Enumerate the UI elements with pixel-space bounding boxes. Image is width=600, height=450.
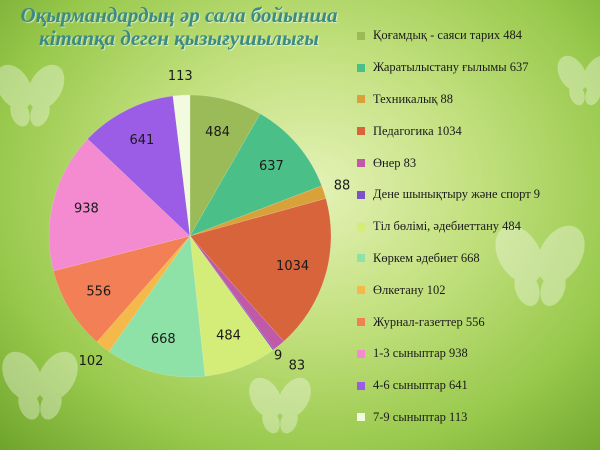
pie-slice: [189, 235, 274, 377]
legend-item: 7-9 сыныптар 113: [357, 402, 540, 434]
pie-slice: [189, 113, 323, 237]
legend-swatch: [357, 318, 365, 327]
legend-swatch: [357, 63, 365, 72]
pie-slice: [189, 235, 285, 350]
legend-label: Жаратылыстану ғылымы 637: [373, 60, 529, 75]
legend-label: Өнер 83: [373, 155, 417, 170]
legend-item: Өлкетану 102: [357, 274, 540, 306]
pie-slice: [53, 235, 191, 343]
legend-swatch: [357, 381, 365, 390]
slice-value-label: 88: [334, 179, 351, 194]
butterfly-icon: [495, 225, 585, 306]
pie-slice: [189, 198, 332, 342]
legend-item: 1-3 сыныптар 938: [357, 338, 540, 370]
butterfly-icon: [0, 64, 65, 127]
pie-slice: [108, 235, 206, 378]
slice-value-label: 668: [151, 332, 176, 347]
legend-label: Көркем әдебиет 668: [373, 250, 480, 265]
butterfly-icon: [557, 55, 600, 106]
slice-value-label: 1034: [276, 259, 309, 274]
legend-label: Дене шынықтыру және спорт 9: [373, 187, 541, 202]
legend-label: Журнал-газеттер 556: [373, 314, 485, 329]
chart-title: Оқырмандардың әр сала бойынша кітапқа де…: [20, 3, 338, 50]
butterfly-icon: [249, 377, 311, 434]
slice-value-label: 556: [86, 284, 111, 299]
legend-swatch: [357, 349, 365, 358]
legend-swatch: [357, 254, 365, 263]
legend-label: 1-3 сыныптар 938: [373, 346, 468, 361]
legend-label: Өлкетану 102: [373, 282, 446, 297]
pie-slice: [87, 95, 191, 237]
slice-value-label: 484: [216, 328, 241, 343]
legend-item: Көркем әдебиет 668: [357, 243, 540, 275]
legend-label: Тіл бөлімі, әдебиеттану 484: [373, 219, 521, 234]
legend-label: Техникалық 88: [373, 91, 454, 106]
legend-swatch: [357, 95, 365, 104]
slice-value-label: 102: [79, 354, 104, 369]
legend-item: Журнал-газеттер 556: [357, 306, 540, 338]
slice-value-label: 113: [168, 69, 193, 84]
pie-slice: [172, 94, 191, 237]
legend-label: 7-9 сыныптар 113: [373, 409, 468, 424]
legend-label: 4-6 сыныптар 641: [373, 378, 468, 393]
legend-item: 4-6 сыныптар 641: [357, 370, 540, 402]
slice-value-label: 9: [274, 349, 282, 364]
legend-item: Өнер 83: [357, 147, 540, 179]
slice-value-label: 484: [205, 125, 230, 140]
legend-label: Педагогика 1034: [373, 123, 462, 138]
pie-slice: [189, 235, 275, 351]
legend-swatch: [357, 413, 365, 422]
legend-label: Қоғамдық - саяси тарих 484: [373, 28, 523, 43]
slice-value-label: 641: [129, 133, 154, 148]
legend-swatch: [357, 286, 365, 295]
legend-item: Жаратылыстану ғылымы 637: [357, 52, 540, 84]
legend-swatch: [357, 222, 365, 231]
chart-legend: Қоғамдық - саяси тарих 484 Жаратылыстану …: [357, 20, 540, 433]
pie-slice: [189, 185, 327, 237]
legend-item: Қоғамдық - саяси тарих 484: [357, 20, 540, 52]
slice-value-label: 637: [259, 159, 284, 174]
legend-item: Тіл бөлімі, әдебиеттану 484: [357, 211, 540, 243]
legend-swatch: [357, 159, 365, 168]
legend-swatch: [357, 190, 365, 199]
legend-swatch: [357, 127, 365, 136]
legend-item: Педагогика 1034: [357, 115, 540, 147]
pie-slice: [189, 94, 261, 237]
butterfly-icon: [2, 351, 78, 420]
slice-value-label: 938: [74, 202, 99, 217]
legend-item: Техникалық 88: [357, 84, 540, 116]
legend-swatch: [357, 31, 365, 40]
pie-slice: [96, 235, 191, 352]
legend-item: Дене шынықтыру және спорт 9: [357, 179, 540, 211]
pie-slice: [48, 138, 191, 272]
slice-value-label: 83: [289, 359, 306, 374]
